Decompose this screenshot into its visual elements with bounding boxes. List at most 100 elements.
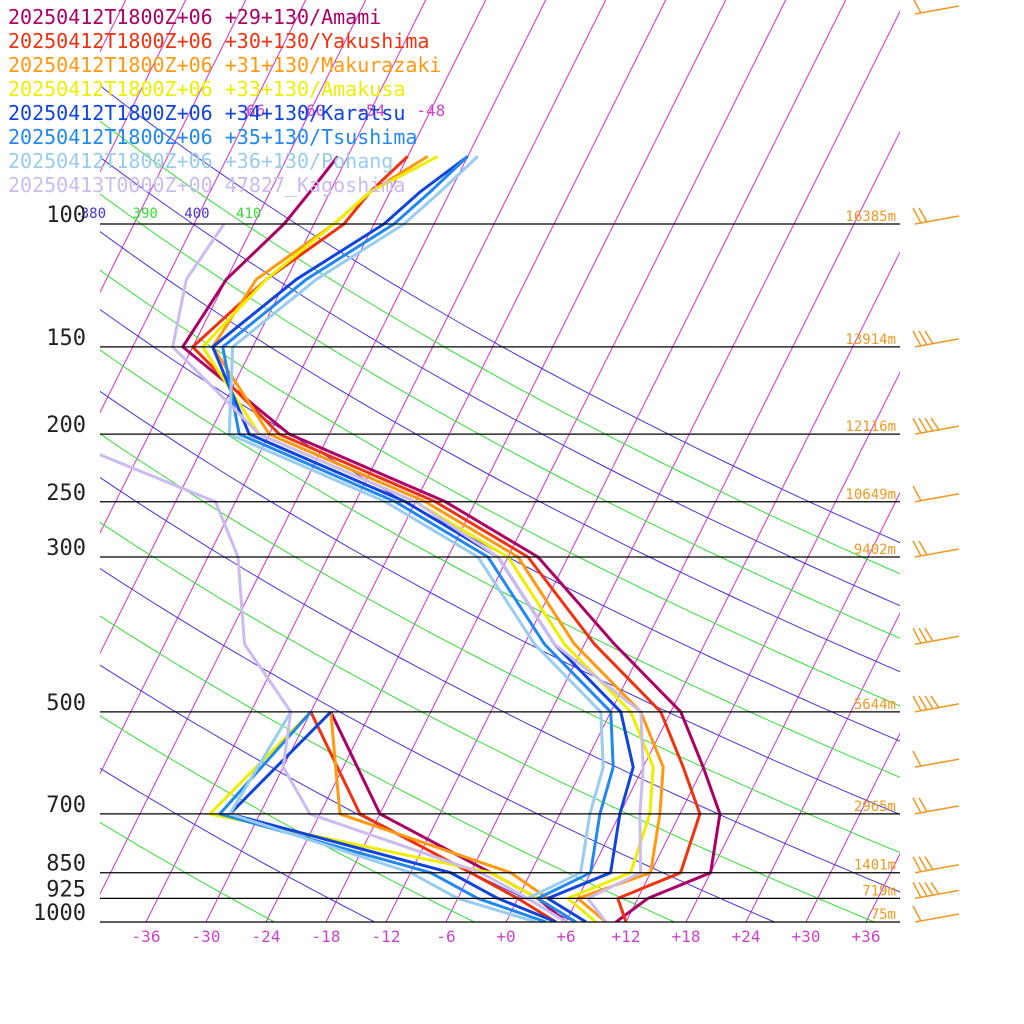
isotherm-line <box>100 0 307 414</box>
isentrope-line <box>100 349 900 778</box>
upper-isotherm-label: -60 <box>296 101 325 120</box>
temperature-tick: -18 <box>312 927 341 946</box>
isentrope-line <box>100 120 900 575</box>
legend-entry: 20250412T1800Z+06 +29+130/Amami <box>8 5 381 29</box>
legend-entry: 20250412T1800Z+06 +36+130/Pohang <box>8 149 393 173</box>
pressure-label: 1000 <box>33 901 86 926</box>
temperature-tick: +30 <box>792 927 821 946</box>
isotherm-line <box>265 0 727 922</box>
isotherm-line <box>445 10 900 922</box>
temperature-tick: +36 <box>852 927 881 946</box>
temperature-tick: +18 <box>672 927 701 946</box>
wind-barb <box>912 695 960 713</box>
temperature-tick: +6 <box>556 927 575 946</box>
temperature-tick: +24 <box>732 927 761 946</box>
legend-entry: 20250412T1800Z+06 +30+130/Yakushima <box>8 29 429 53</box>
height-label: 719m <box>862 883 896 899</box>
wind-barb <box>912 797 960 815</box>
wind-barb <box>912 207 960 225</box>
isentrope-line <box>100 715 476 922</box>
isotherm-line <box>100 0 487 775</box>
wind-barb <box>912 627 960 645</box>
height-label: 2965m <box>854 799 896 815</box>
temperature-tick: +0 <box>496 927 515 946</box>
pressure-label: 250 <box>46 481 86 506</box>
wind-barb <box>912 485 960 503</box>
pressure-label: 500 <box>46 691 86 716</box>
isentrope-line <box>100 664 576 922</box>
temperature-tick: -36 <box>132 927 161 946</box>
isentrope-line <box>100 821 276 922</box>
wind-barb <box>913 0 960 15</box>
legend-entry: 20250412T1800Z+06 +34+130/Karatsu <box>8 101 405 125</box>
isotherm-line <box>565 250 900 922</box>
isotherm-line <box>100 0 367 535</box>
height-label: 10649m <box>845 487 896 503</box>
wind-barb <box>912 881 960 900</box>
isotherm-line <box>145 0 607 922</box>
pressure-label: 200 <box>46 413 86 438</box>
isotherm-line <box>325 0 787 922</box>
wind-barb <box>912 540 960 558</box>
isotherm-line <box>685 491 900 922</box>
isentrope-line <box>100 156 900 607</box>
wind-barbs <box>912 0 960 923</box>
isentrope-line <box>100 521 876 922</box>
legend-entry: 20250412T1800Z+06 +31+130/Makurazaki <box>8 53 441 77</box>
height-label: 9402m <box>854 542 896 558</box>
height-label: 75m <box>871 907 896 923</box>
isotherm-line <box>100 0 547 896</box>
height-labels: 16385m 13914m 12116m 10649m 9402m 5644m 2965m 1… <box>845 209 896 923</box>
pressure-label: 150 <box>46 326 86 351</box>
isotherm-line <box>100 0 427 655</box>
isotherm-line <box>805 732 900 922</box>
height-label: 16385m <box>845 209 896 225</box>
upper-isotherm-label: -54 <box>356 101 385 120</box>
isentrope-line <box>100 767 376 922</box>
temperature-profile-line <box>221 155 615 922</box>
legend: 20250412T1800Z+06 +29+130/Amami20250412T… <box>8 5 441 197</box>
height-label: 12116m <box>845 419 896 435</box>
profile-clip <box>100 155 722 922</box>
isentrope-line <box>100 390 900 815</box>
isotherm-line <box>926 0 1024 922</box>
pressure-label: 925 <box>46 877 86 902</box>
isotherm-line <box>505 130 900 922</box>
isotherm-line <box>0 0 6 922</box>
temperature-profile-line <box>227 155 605 922</box>
wind-barb <box>912 750 960 768</box>
chart-grid: 380 390 400 410 -66 -60 -54 -48 <box>0 0 1024 922</box>
isotherm-line <box>865 852 900 922</box>
isentrope-line <box>100 231 900 673</box>
isotherm-line <box>986 0 1024 922</box>
upper-isotherm-label: -48 <box>416 101 445 120</box>
isotherm-line <box>625 371 900 922</box>
dewpoint-profile-line <box>208 710 577 922</box>
grid-clip <box>0 0 1024 922</box>
isentrope-line <box>100 476 900 893</box>
isotherm-line <box>100 0 247 294</box>
temperature-axis: -36 -30 -24 -18 -12 -6 +0 +6 +12 +18 +24 +30 +36 <box>132 927 881 946</box>
height-label: 13914m <box>845 332 896 348</box>
wind-barb <box>912 330 960 348</box>
wind-barb <box>912 417 960 435</box>
theta-label: 390 <box>133 206 158 222</box>
pressure-label: 700 <box>46 793 86 818</box>
legend-entry: 20250412T1800Z+06 +33+130/Amakusa <box>8 77 405 101</box>
isentrope-line <box>100 193 900 639</box>
isotherm-line <box>100 0 187 173</box>
temperature-tick: -30 <box>192 927 221 946</box>
pressure-label: 100 <box>46 203 86 228</box>
isotherm-line <box>745 611 900 922</box>
temperature-tick: -24 <box>252 927 281 946</box>
isentrope-line <box>100 269 900 707</box>
pressure-label: 300 <box>46 536 86 561</box>
upper-isotherm-label: -66 <box>236 101 265 120</box>
height-label: 5644m <box>854 697 896 713</box>
isentrope-line <box>100 85 900 544</box>
height-label: 1401m <box>854 858 896 874</box>
wind-barb <box>912 856 960 874</box>
temperature-tick: +12 <box>612 927 641 946</box>
